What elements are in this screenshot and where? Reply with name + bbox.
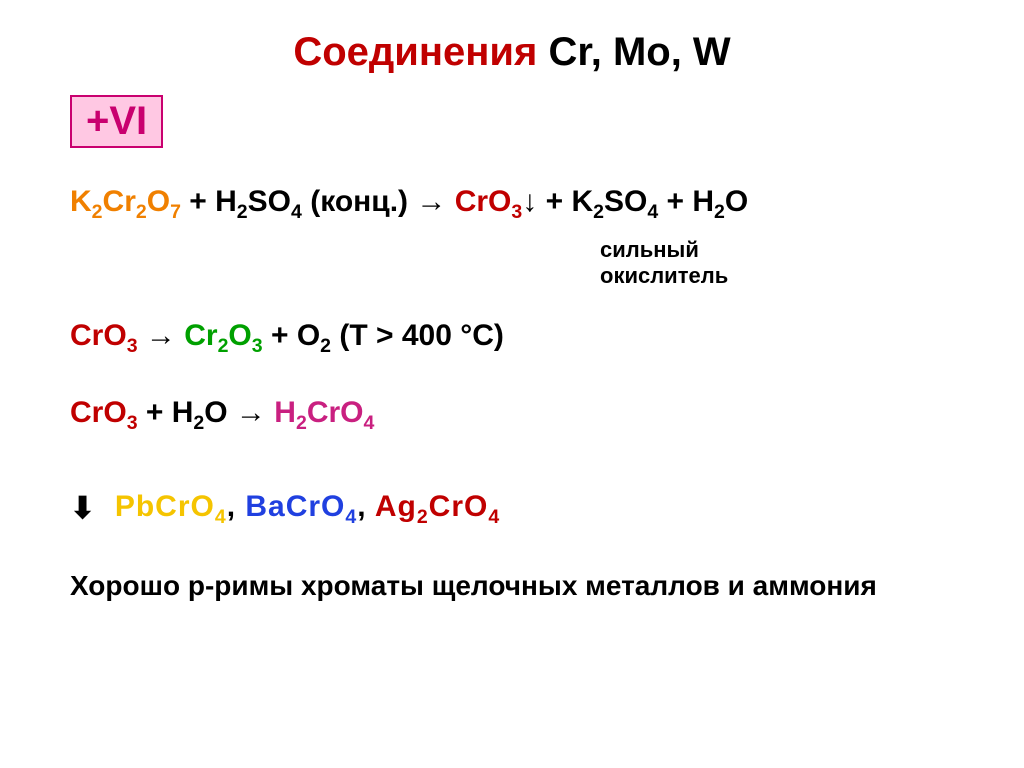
footer-note: Хорошо р-римы хроматы щелочных металлов … [70,570,954,602]
strong-oxidizer-annotation: сильный окислитель [600,237,954,288]
eq1-k: K [70,185,92,218]
equation-3: CrO3 + H2O → H2CrO4 [70,393,954,436]
block-down-arrow-icon: ⬇ [70,489,96,528]
eq1-cro3: CrO [455,185,512,218]
equation-2: CrO3 → Cr2O3 + O2 (T > 400 °C) [70,316,954,359]
salt-ag2cro4: Ag [375,490,417,523]
insoluble-salts-line: ⬇ PbCrO4, BaCrO4, Ag2CrO4 [70,487,954,530]
equation-1: K2Cr2O7 + H2SO4 (конц.) → CrO3↓ + K2SO4 … [70,182,954,225]
oxidation-state-badge: +VI [70,95,163,148]
annot-l2: окислитель [600,263,728,288]
oxidation-state-badge-row: +VI [70,95,954,148]
salt-pbcro4: PbCrO [115,490,215,523]
title-word1: Соединения [293,30,537,74]
annot-l1: сильный [600,237,699,262]
slide-title: Соединения Cr, Mo, W [70,30,954,75]
down-arrow-icon: ↓ [522,185,537,218]
salt-bacro4: BaCrO [245,490,345,523]
title-rest: Cr, Mo, W [537,30,730,74]
slide: Соединения Cr, Mo, W +VI K2Cr2O7 + H2SO4… [0,0,1024,768]
